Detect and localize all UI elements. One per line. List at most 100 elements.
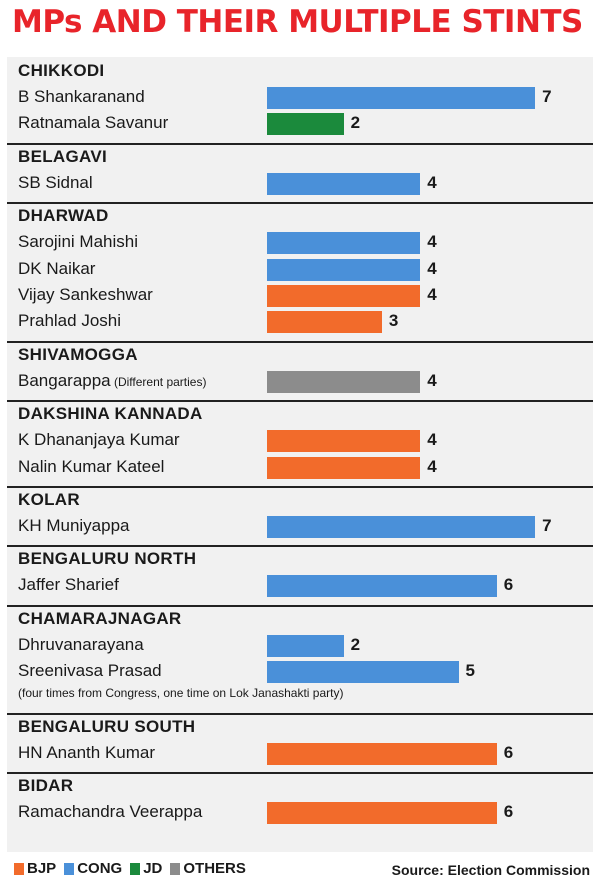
mp-name-label: Bangarappa (Different parties) [18,371,206,391]
group-label: CHAMARAJNAGAR [18,608,182,628]
group-label: BENGALURU NORTH [18,549,197,569]
group-divider [7,712,593,715]
bar [267,575,497,598]
mp-name-text: Dhruvanarayana [18,634,144,654]
mp-name-text: Ramachandra Veerappa [18,802,203,821]
mp-name-label: SB Sidnal [18,173,93,193]
mp-name-label: K Dhananjaya Kumar [18,430,180,450]
group-label: SHIVAMOGGA [18,344,138,364]
data-label: 2 [350,634,361,654]
mp-name-text: Sreenivasa Prasad [18,661,162,681]
footnote: (four times from Congress, one time on L… [18,685,344,700]
bar [267,258,421,281]
group-divider [7,340,593,343]
legend-item-jd: JD [130,860,162,877]
mp-name-label: Sreenivasa Prasad [18,661,162,681]
group-label: CHIKKODI [18,61,105,80]
data-label: 3 [388,311,399,331]
mp-name-text: HN Ananth Kumar [18,742,156,762]
group-divider [7,772,593,774]
group-label: KOLAR [18,490,80,509]
chart-title: MPs AND THEIR MULTIPLE STINTS [12,4,583,40]
group-divider [7,545,593,548]
mp-name-text: Vijay Sankeshwar [18,285,153,304]
mp-name-text: Prahlad Joshi [18,311,122,331]
data-label: 7 [542,516,552,535]
data-label: 2 [350,113,361,133]
mp-name-text: Ratnamala Savanur [18,113,169,133]
mp-name-text: KH Muniyappa [18,516,130,535]
mp-name-text: DK Naikar [18,258,96,278]
mp-name-label: Vijay Sankeshwar [18,285,153,305]
source-credit: Source: Election Commission [391,862,590,878]
group-label: DAKSHINA KANNADA [18,404,203,424]
legend-swatch-jd [130,862,141,875]
legend-item-bjp: BJP [14,860,56,877]
bar [267,634,344,657]
group-label: BENGALURU SOUTH [18,716,196,736]
bar [267,311,382,334]
mp-name-text: Sarojini Mahishi [18,232,138,252]
group-divider [7,486,593,488]
data-label: 4 [427,430,437,450]
bar [267,661,459,684]
mp-name-label: B Shankaranand [18,87,145,107]
legend-label-jd: JD [143,860,163,877]
data-label: 5 [465,661,475,681]
mp-name-label: DK Naikar [18,259,95,279]
mp-name-label: Dhruvanarayana [18,635,144,655]
mp-name-label: Sarojini Mahishi [18,232,138,252]
bar [267,370,421,393]
data-label: 4 [427,456,437,476]
group-label: BELAGAVI [18,146,107,166]
mp-name-label: Nalin Kumar Kateel [18,457,164,477]
mp-name-text: Bangarappa [18,370,111,390]
bar [267,285,421,307]
bar [267,802,497,824]
data-label: 6 [503,802,514,821]
group-divider [7,604,593,607]
data-label: 6 [503,575,514,595]
bar [267,516,536,538]
group-divider [7,202,593,205]
bar [267,113,344,136]
data-label: 4 [427,370,437,390]
legend-swatch-bjp [14,862,24,875]
legend-swatch-others [170,862,181,875]
legend-item-cong: CONG [64,860,122,877]
mp-name-label: Jaffer Sharief [18,575,119,595]
group-divider [7,142,593,145]
legend-swatch-cong [64,862,75,875]
mp-name-text: Jaffer Sharief [18,575,119,595]
mp-name-text: Nalin Kumar Kateel [18,456,165,476]
data-label: 7 [542,87,552,106]
legend-item-others: OTHERS [170,860,246,877]
bar [267,456,421,479]
data-label: 4 [427,285,437,304]
mp-name-label: HN Ananth Kumar [18,743,155,763]
legend-label-others: OTHERS [183,860,246,877]
bar [267,742,497,765]
mp-name-text: B Shankaranand [18,87,145,106]
data-label: 4 [427,232,437,252]
bar [267,430,421,453]
group-divider [7,400,593,403]
mp-name-label: KH Muniyappa [18,516,130,536]
mp-name-text: K Dhananjaya Kumar [18,430,180,450]
group-label: BIDAR [18,776,74,795]
data-label: 6 [503,742,514,762]
data-label: 4 [427,258,437,278]
mp-name-note: (Different parties) [110,374,207,389]
legend: BJP CONG JD OTHERS [14,860,254,877]
legend-label-bjp: BJP [27,860,57,877]
group-label: DHARWAD [18,206,109,226]
mp-name-label: Prahlad Joshi [18,311,121,331]
mp-name-text: SB Sidnal [18,172,93,192]
legend-label-cong: CONG [77,860,123,877]
data-label: 4 [427,172,437,192]
bar [267,232,421,255]
mp-name-label: Ratnamala Savanur [18,113,168,133]
mp-name-label: Ramachandra Veerappa [18,802,202,822]
bar [267,172,421,195]
bar [267,87,536,109]
